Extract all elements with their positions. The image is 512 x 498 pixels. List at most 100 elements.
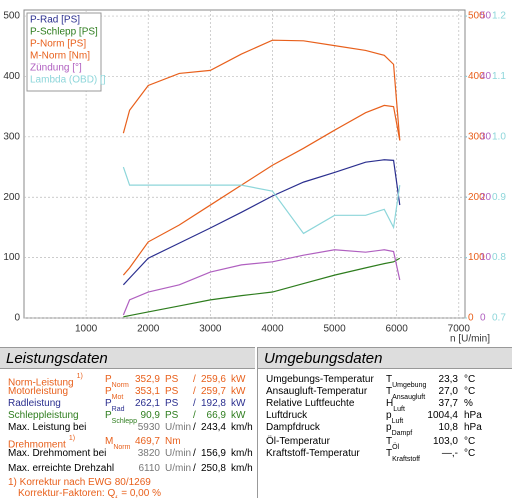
row-label: Max. Drehmoment bei [8,448,107,459]
legend-entry: P-Norm [PS] [30,39,86,50]
unit: Nm [165,436,181,447]
legend-entry: P-Schlepp [PS] [30,27,98,38]
legend-entry: P-Rad [PS] [30,15,80,26]
symbol-subscript: Luft [391,418,404,425]
separator: / [193,463,196,474]
row-label: Luftdruck [266,410,308,421]
symbol: TAnsaugluft [386,386,426,401]
y3-tick-label: 50 [480,11,492,22]
symbol: pDampf [386,422,413,437]
value: 1004,4 [427,410,458,421]
unit: PS [165,410,179,421]
x-tick-label: 7000 [448,324,471,335]
x-tick-label: 2000 [137,324,160,335]
row-label: Schleppleistung [8,410,79,421]
symbol-subscript: Luft [393,406,405,413]
y4-tick-label: 1.1 [492,71,506,82]
legend-box [26,12,102,92]
y3-tick-label: 10 [480,252,492,263]
series-line [122,166,401,235]
legend-entry: Zündung [°] [30,63,82,74]
symbol: HLuft [386,398,405,413]
row-label: Relative Luftfeuchte [266,398,355,409]
row-label: Max. erreichte Drehzahl [8,463,115,474]
separator: / [193,398,196,409]
unit: kW [231,374,246,385]
symbol-subscript: Kraftstoff [392,456,420,463]
separator: / [193,386,196,397]
symbol-subscript: Mot [111,394,124,401]
footnote-ref: 1) [68,435,76,442]
value: 37,7 [438,398,458,409]
y4-tick-label: 0.9 [492,192,506,203]
value: 353,1 [134,386,160,397]
row-label: Drehmoment1) [8,435,76,451]
footnote-ref: 1) [76,373,83,380]
symbol: PNorm [105,374,129,389]
unit: U/min [165,422,192,433]
y-tick-label: 100 [3,252,20,263]
separator: / [193,422,196,433]
row-label: Motorleistung [8,386,69,397]
value: —,- [441,448,458,459]
symbol: TUmgebung [386,374,427,389]
separator: / [193,374,196,385]
unit: PS [165,386,179,397]
x-axis-label: n [U/min] [450,334,490,345]
y2-tick-label: 400 [468,71,485,82]
value: 6110 [138,463,160,474]
value: 469,7 [134,436,160,447]
symbol-subscript: Norm [111,382,129,389]
value: 192,8 [200,398,226,409]
y2-tick-label: 100 [468,252,485,263]
x-tick-label: 1000 [75,324,98,335]
value: 90,9 [140,410,160,421]
symbol-subscript: Rad [111,406,125,413]
unit: km/h [231,448,253,459]
value: 259,7 [200,386,226,397]
y3-tick-label: 40 [480,71,492,82]
separator: / [193,410,196,421]
value: 262,1 [134,398,160,409]
symbol: PRad [105,398,125,413]
unit: km/h [231,463,253,474]
value: 259,6 [200,374,226,385]
unit: °C [464,436,476,447]
y3-tick-label: 30 [480,131,492,142]
unit: U/min [165,448,192,459]
symbol-subscript: Norm [113,444,131,451]
x-tick-label: 6000 [386,324,409,335]
chart: 1000 2000 3000 4000 5000 6000 7000010020030040… [3,9,506,345]
y-tick-label: 400 [3,71,20,82]
unit: U/min [165,463,192,474]
unit: PS [165,398,179,409]
series-line [123,257,401,318]
unit: °C [464,386,476,397]
unit: hPa [464,422,482,433]
y3-tick-label: 0 [480,313,486,324]
value: 10,8 [438,422,458,433]
unit: kW [231,398,246,409]
footnote-value: = 0,00 % [121,488,161,498]
row-label: Ansaugluft-Temperatur [266,386,368,397]
value: 243,4 [200,422,226,433]
footnote: Korrektur-Faktoren: Qf= 0,00 % [18,488,161,498]
unit: hPa [464,410,482,421]
panel-header: Umgebungsdaten [258,347,512,369]
x-tick-label: 5000 [323,324,346,335]
y-tick-label: 500 [3,11,20,22]
x-tick-label: 4000 [261,324,284,335]
row-label: Öl-Temperatur [266,436,330,447]
panel-leistungsdaten: Leistungsdaten Norm-Leistung1) PNorm 352,9… [0,347,255,498]
symbol-subscript: Schlepp [111,418,137,425]
value: 3820 [137,448,160,459]
series-line [122,39,401,141]
unit: kW [231,410,246,421]
footnote-subscript: f [115,496,117,498]
symbol: PSchlepp [105,410,137,425]
symbol: TKraftstoff [386,448,420,463]
y-tick-label: 0 [14,313,20,324]
x-tick-label: 3000 [199,324,222,335]
unit: °C [464,374,476,385]
